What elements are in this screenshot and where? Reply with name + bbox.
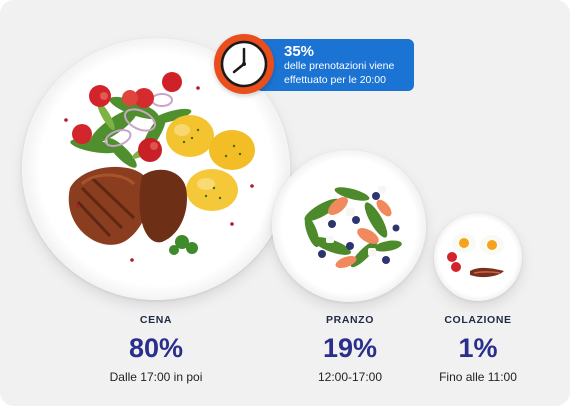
tomatoes [447, 252, 461, 272]
callout-text-line2: effettuato per le 20:00 [284, 73, 386, 86]
meal-time: Fino alle 11:00 [439, 370, 517, 384]
feta-cheese [326, 186, 386, 256]
lunch-plate-image [272, 150, 426, 302]
grilled-steak [68, 166, 187, 245]
meal-percentage: 19% [322, 333, 378, 363]
cherry-tomatoes [72, 72, 182, 162]
meal-name: COLAZIONE [444, 314, 512, 326]
meal-time: Dalle 17:00 in poi [109, 370, 203, 384]
fried-eggs [452, 233, 504, 255]
meal-time: 12:00-17:00 [317, 370, 383, 384]
callout-text-line1: delle prenotazioni viene [284, 60, 395, 72]
potatoes [166, 115, 255, 211]
arugula-salad [304, 187, 402, 268]
meal-lunch: PRANZO 19% 12:00-17:00 [290, 314, 410, 384]
peach-slices [328, 197, 392, 269]
reservation-callout: 35% delle prenotazioni viene effettuato … [256, 39, 414, 91]
bacon [470, 267, 504, 278]
dinner-food-illustration [64, 72, 255, 262]
meal-breakfast: COLAZIONE 1% Fino alle 11:00 [420, 314, 536, 384]
blueberries [318, 192, 400, 264]
callout-percentage: 35% [284, 43, 315, 60]
breakfast-food-illustration [447, 233, 504, 278]
meal-percentage: 80% [128, 333, 184, 363]
clock-icon [214, 34, 274, 94]
meal-dinner: CENA 80% Dalle 17:00 in poi [86, 314, 226, 384]
breakfast-plate-image [434, 213, 522, 301]
meal-name: CENA [139, 314, 173, 326]
meal-percentage: 1% [458, 333, 498, 363]
meal-name: PRANZO [326, 314, 374, 326]
lunch-food-illustration [304, 186, 402, 269]
